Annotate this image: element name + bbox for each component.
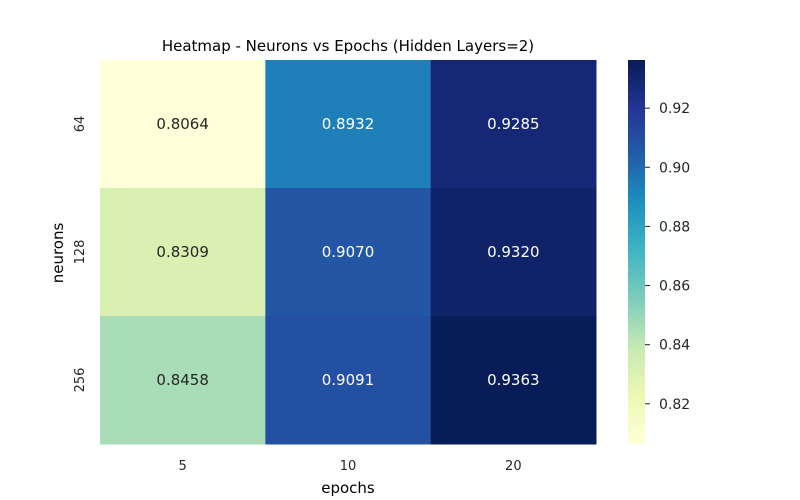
x-tick-label: 5 bbox=[179, 459, 187, 474]
heatmap-cells: 0.8064 0.8932 0.9285 0.8309 0.9070 0.9320 0.84… bbox=[100, 60, 597, 445]
y-axis-label: neurons bbox=[49, 223, 67, 284]
heatmap-cell bbox=[100, 60, 266, 189]
heatmap-cell bbox=[265, 60, 432, 189]
cell-value-label: 0.9285 bbox=[487, 115, 540, 133]
heatmap-cell bbox=[265, 188, 432, 317]
colorbar-tick-label: 0.84 bbox=[659, 338, 690, 354]
cell-value-label: 0.9320 bbox=[487, 243, 540, 261]
heatmap-cell bbox=[100, 316, 266, 445]
heatmap-cell bbox=[265, 316, 432, 445]
heatmap-cell bbox=[430, 60, 597, 189]
heatmap-cell bbox=[430, 316, 597, 445]
colorbar-tick-label: 0.92 bbox=[659, 101, 690, 117]
heatmap-cell bbox=[100, 188, 266, 317]
cell-value-label: 0.9091 bbox=[322, 371, 375, 389]
y-tick-label: 64 bbox=[73, 116, 88, 133]
cell-value-label: 0.9363 bbox=[487, 371, 540, 389]
colorbar-tick-label: 0.82 bbox=[659, 397, 690, 413]
cell-value-label: 0.8309 bbox=[156, 243, 209, 261]
colorbar-tick-label: 0.86 bbox=[659, 279, 690, 295]
cell-value-label: 0.8932 bbox=[322, 115, 375, 133]
colorbar: 0.82 0.84 0.86 0.88 0.90 0.92 bbox=[628, 60, 690, 444]
colorbar-tick-label: 0.88 bbox=[659, 219, 690, 235]
heatmap-cell bbox=[430, 188, 597, 317]
y-tick-label: 128 bbox=[73, 240, 88, 265]
x-axis-ticks: 5 10 20 bbox=[179, 459, 522, 474]
colorbar-ticks: 0.82 0.84 0.86 0.88 0.90 0.92 bbox=[645, 101, 690, 413]
cell-value-label: 0.9070 bbox=[322, 243, 375, 261]
y-tick-label: 256 bbox=[73, 368, 88, 393]
x-tick-label: 10 bbox=[340, 459, 357, 474]
y-axis-ticks: 64 128 256 bbox=[73, 116, 88, 393]
cell-value-label: 0.8064 bbox=[156, 115, 209, 133]
x-axis-label: epochs bbox=[321, 479, 375, 497]
chart-title: Heatmap - Neurons vs Epochs (Hidden Laye… bbox=[162, 37, 534, 55]
colorbar-gradient bbox=[628, 60, 645, 444]
cell-value-label: 0.8458 bbox=[156, 371, 209, 389]
colorbar-tick-label: 0.90 bbox=[659, 160, 690, 176]
x-tick-label: 20 bbox=[505, 459, 522, 474]
